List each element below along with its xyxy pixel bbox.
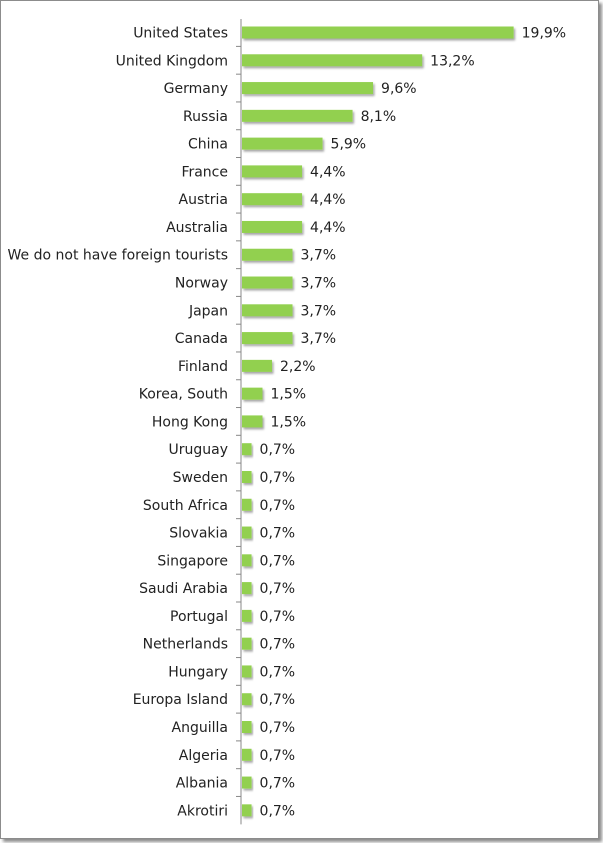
value-label: 3,7% [301, 303, 337, 319]
value-label: 0,7% [260, 664, 296, 680]
value-label: 0,7% [260, 803, 296, 819]
bar [242, 248, 293, 261]
value-label: 4,4% [310, 192, 346, 208]
category-label: Norway [175, 276, 228, 292]
value-label: 1,5% [270, 387, 306, 403]
value-label: 0,7% [260, 553, 296, 569]
bar [242, 82, 374, 95]
bar [242, 665, 252, 678]
bar [242, 470, 252, 483]
category-label: Europa Island [133, 692, 228, 708]
category-label: China [188, 137, 228, 153]
bar [242, 54, 423, 67]
bar [242, 748, 252, 761]
category-label: Portugal [170, 609, 228, 625]
category-label: We do not have foreign tourists [8, 248, 228, 264]
category-label: Korea, South [139, 387, 228, 403]
value-label: 5,9% [331, 137, 367, 153]
value-label: 0,7% [260, 776, 296, 792]
category-label: Anguilla [172, 720, 228, 736]
value-label: 3,7% [301, 248, 337, 264]
bar [242, 609, 252, 622]
category-label: France [181, 164, 228, 180]
category-label: Australia [166, 220, 228, 236]
bar [242, 137, 323, 150]
bar [242, 109, 353, 122]
value-label: 0,7% [260, 609, 296, 625]
value-label: 9,6% [381, 81, 417, 97]
value-label: 0,7% [260, 526, 296, 542]
value-label: 3,7% [301, 331, 337, 347]
value-label: 4,4% [310, 164, 346, 180]
category-label: Austria [179, 192, 228, 208]
value-label: 0,7% [260, 748, 296, 764]
bar [242, 721, 252, 733]
bar [242, 582, 252, 595]
bar [242, 554, 252, 567]
value-label: 0,7% [260, 581, 296, 597]
category-label: South Africa [143, 498, 228, 514]
bar [242, 304, 293, 317]
category-label: Uruguay [169, 442, 229, 458]
category-label: Algeria [179, 748, 228, 764]
bar [242, 776, 252, 789]
value-label: 1,5% [270, 414, 306, 430]
category-label: Albania [176, 776, 228, 792]
bar [242, 415, 263, 428]
bar [242, 387, 263, 400]
bar [242, 693, 252, 706]
value-label: 2,2% [280, 359, 316, 375]
bar [242, 526, 252, 539]
value-label: 13,2% [430, 53, 474, 69]
category-label: Japan [188, 303, 228, 319]
bar [242, 165, 303, 178]
category-label: Germany [164, 81, 228, 97]
value-label: 0,7% [260, 720, 296, 736]
bar [242, 359, 273, 372]
category-label: Sweden [173, 470, 228, 486]
bar [242, 276, 293, 289]
value-label: 0,7% [260, 498, 296, 514]
category-label: Finland [178, 359, 228, 375]
value-label: 19,9% [522, 26, 566, 42]
category-label: Canada [175, 331, 228, 347]
category-label: Netherlands [143, 637, 228, 653]
bar [242, 193, 303, 206]
value-label: 0,7% [260, 470, 296, 486]
category-label: United States [133, 26, 228, 42]
value-label: 4,4% [310, 220, 346, 236]
bar [242, 26, 514, 39]
category-label: Akrotiri [177, 803, 228, 819]
bar [242, 332, 293, 345]
category-label: Hong Kong [152, 414, 228, 430]
bar [242, 220, 303, 233]
category-label: Slovakia [169, 526, 228, 542]
category-label: United Kingdom [116, 53, 228, 69]
category-label: Hungary [168, 664, 228, 680]
bar [242, 804, 252, 817]
bar [242, 498, 252, 511]
category-label: Russia [183, 109, 228, 125]
value-label: 0,7% [260, 442, 296, 458]
bar [242, 443, 252, 456]
value-label: 8,1% [361, 109, 397, 125]
bar [242, 637, 252, 650]
value-label: 0,7% [260, 637, 296, 653]
category-label: Singapore [157, 553, 228, 569]
value-label: 3,7% [301, 276, 337, 292]
value-label: 0,7% [260, 692, 296, 708]
category-label: Saudi Arabia [139, 581, 228, 597]
